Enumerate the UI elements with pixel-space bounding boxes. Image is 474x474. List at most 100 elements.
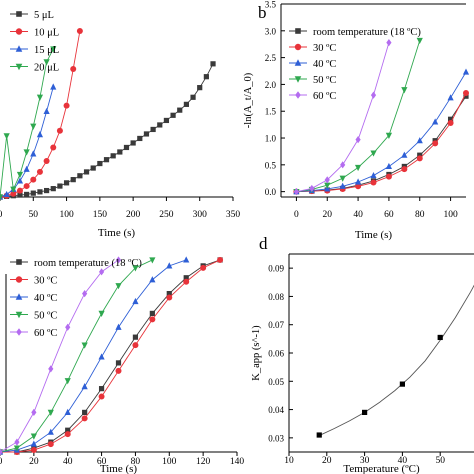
series-line	[296, 42, 390, 193]
series-line	[0, 259, 221, 453]
data-point	[132, 297, 139, 305]
data-point	[0, 194, 4, 201]
legend-label: 30 ºC	[34, 275, 57, 286]
series-1	[0, 256, 224, 455]
data-point	[16, 187, 23, 194]
data-point	[163, 117, 170, 124]
data-point	[24, 191, 30, 198]
data-point	[13, 445, 21, 452]
data-point	[132, 334, 139, 340]
data-point	[50, 83, 57, 90]
x-axis-label: Time (s)	[100, 463, 138, 474]
x-tick-label: 80	[415, 210, 425, 220]
data-point	[149, 276, 156, 283]
series-line	[0, 259, 221, 453]
data-point	[190, 94, 196, 100]
x-tick-label: 20	[323, 210, 333, 220]
y-tick-label: 0.07	[268, 320, 284, 330]
y-tick-label: 2.0	[265, 80, 277, 90]
data-point	[56, 127, 63, 134]
x-tick-label: 40	[63, 457, 73, 467]
legend-label: 30 ºC	[313, 43, 336, 54]
legend-label: 50 ºC	[34, 310, 57, 321]
x-tick-label: 60	[384, 210, 394, 220]
panel-b-chart: 0 20 40 60 80 100 0.0 0.5 1.0 1.5 2.0 2.5 3.0 3.5 Time…	[243, 0, 470, 241]
data-point	[36, 94, 44, 101]
data-point	[43, 157, 50, 164]
y-tick-label: 0.05	[268, 377, 284, 387]
y-tick-label: 1.5	[265, 107, 277, 117]
legend: 5 μL 10 μL 15 μL 20 μL	[10, 10, 59, 73]
series-line	[0, 86, 54, 198]
data-point	[401, 87, 408, 94]
data-point	[385, 162, 393, 170]
y-tick-label: 0.0	[265, 187, 277, 197]
legend-label: 60 ºC	[313, 91, 336, 102]
series-line	[296, 92, 467, 193]
panel-d-chart: 10 20 30 40 50 0.03 0.04 0.05 0.06 0.07 0.08 0.09 Te…	[251, 234, 474, 474]
data-point	[401, 166, 408, 173]
data-point	[30, 433, 37, 440]
data-point	[77, 173, 83, 179]
panel-a-chart: 0 50 100 150 200 250 300 350 Time (s) 5 μL 10 μL 15…	[0, 10, 240, 239]
data-point	[355, 136, 361, 144]
data-point	[416, 37, 423, 45]
data-point	[447, 94, 454, 101]
data-point	[447, 120, 454, 127]
data-point	[115, 367, 122, 374]
data-point	[17, 192, 23, 198]
legend-marker	[15, 45, 23, 52]
data-point	[183, 256, 190, 263]
data-point	[385, 132, 393, 139]
y-axis-label: -ln(A_t/A_0)	[243, 72, 254, 128]
y-tick-label: 0.06	[268, 349, 284, 359]
data-point	[309, 184, 315, 193]
data-point	[30, 176, 37, 183]
x-tick-label: 40	[353, 210, 363, 220]
x-tick-label: 140	[230, 457, 245, 467]
data-point	[3, 133, 10, 140]
data-point	[115, 323, 122, 330]
x-tick-label: 0	[294, 210, 299, 220]
panel-label: b	[258, 3, 267, 22]
data-point	[203, 74, 209, 80]
legend-label: 40 ºC	[313, 59, 336, 70]
data-point	[200, 264, 207, 271]
data-point	[463, 89, 469, 96]
data-point	[30, 440, 37, 447]
x-tick-label: 300	[193, 210, 208, 220]
data-point	[339, 175, 346, 182]
data-point	[81, 383, 88, 390]
legend-label: 50 ºC	[313, 75, 336, 86]
series-4	[0, 256, 122, 456]
x-tick-label: 120	[196, 457, 211, 467]
data-point	[370, 150, 377, 157]
data-point	[90, 165, 96, 171]
data-point	[98, 386, 105, 392]
x-tick-label: 200	[126, 210, 141, 220]
data-point	[386, 39, 392, 47]
data-point	[70, 65, 77, 72]
legend-label: room temperature (18 ºC)	[313, 27, 421, 38]
legend-marker	[15, 28, 23, 35]
data-point	[36, 130, 44, 138]
data-point	[354, 178, 362, 185]
data-point	[217, 256, 224, 263]
data-point	[23, 165, 30, 172]
data-point	[63, 102, 70, 109]
data-point	[197, 85, 203, 91]
series-1	[293, 89, 469, 195]
legend-marker	[16, 11, 22, 17]
data-point	[183, 275, 189, 281]
x-tick-label: 40	[398, 456, 408, 466]
data-point	[432, 118, 439, 125]
x-tick-label: 50	[29, 210, 39, 220]
data-point	[76, 28, 83, 35]
legend-label: 15 μL	[34, 45, 59, 56]
x-tick-label: 80	[131, 457, 141, 467]
data-point	[170, 112, 176, 118]
legend-marker	[294, 76, 302, 83]
y-tick-label: 2.5	[265, 53, 277, 63]
data-point	[132, 342, 139, 349]
